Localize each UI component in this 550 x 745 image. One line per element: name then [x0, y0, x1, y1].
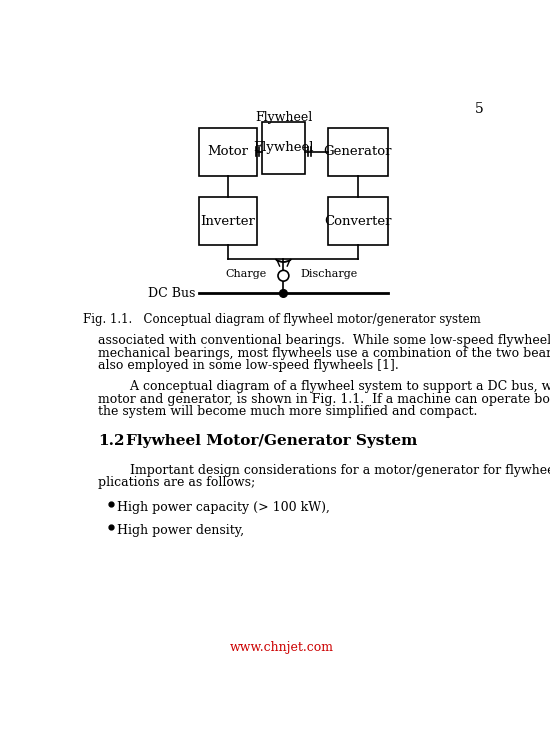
- Text: also employed in some low-speed flywheels [1].: also employed in some low-speed flywheel…: [98, 359, 399, 372]
- Text: motor and generator, is shown in Fig. 1.1.  If a machine can operate both as mot: motor and generator, is shown in Fig. 1.…: [98, 393, 550, 406]
- Text: Generator: Generator: [323, 145, 392, 158]
- Text: www.chnjet.com: www.chnjet.com: [230, 641, 334, 654]
- Bar: [199, 128, 257, 176]
- Text: 5: 5: [475, 102, 484, 115]
- Bar: [262, 121, 305, 174]
- Text: DC Bus: DC Bus: [148, 287, 196, 300]
- Text: associated with conventional bearings.  While some low-speed flywheels use only : associated with conventional bearings. W…: [98, 335, 550, 347]
- Text: Flywheel: Flywheel: [255, 110, 312, 124]
- Text: plications are as follows;: plications are as follows;: [98, 476, 255, 489]
- Text: High power density,: High power density,: [117, 524, 244, 536]
- Circle shape: [279, 290, 287, 297]
- Text: mechanical bearings, most flywheels use a combination of the two bearing types. : mechanical bearings, most flywheels use …: [98, 346, 550, 360]
- Text: Charge: Charge: [225, 269, 266, 279]
- Text: Discharge: Discharge: [300, 269, 358, 279]
- Text: Inverter: Inverter: [201, 215, 255, 227]
- Text: A conceptual diagram of a flywheel system to support a DC bus, which uses a sepa: A conceptual diagram of a flywheel syste…: [98, 381, 550, 393]
- Text: High power capacity (> 100 kW),: High power capacity (> 100 kW),: [117, 501, 329, 513]
- Text: Flywheel: Flywheel: [253, 142, 313, 154]
- Text: 1.2: 1.2: [98, 434, 125, 448]
- Bar: [199, 197, 257, 245]
- Text: the system will become much more simplified and compact.: the system will become much more simplif…: [98, 405, 477, 418]
- Text: Important design considerations for a motor/generator for flywheel systems for U: Important design considerations for a mo…: [98, 463, 550, 477]
- Text: Fig. 1.1.   Conceptual diagram of flywheel motor/generator system: Fig. 1.1. Conceptual diagram of flywheel…: [83, 313, 481, 326]
- Bar: [328, 197, 388, 245]
- Text: Motor: Motor: [207, 145, 249, 158]
- Text: Converter: Converter: [324, 215, 392, 227]
- Bar: [328, 128, 388, 176]
- Text: Flywheel Motor/Generator System: Flywheel Motor/Generator System: [126, 434, 417, 448]
